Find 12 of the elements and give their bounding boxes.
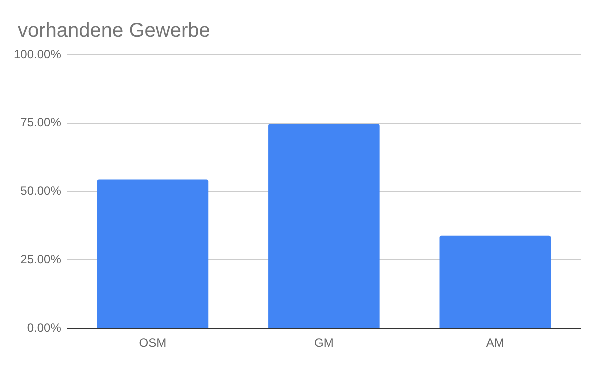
- y-tick-label: 100.00%: [14, 47, 62, 62]
- y-tick-label: 25.00%: [20, 252, 62, 267]
- y-tick-label: 50.00%: [20, 184, 62, 198]
- x-tick-label: GM: [314, 336, 334, 350]
- bar: [97, 180, 209, 328]
- y-tick-label: 0.00%: [27, 320, 62, 335]
- bar: [440, 236, 552, 328]
- x-tick-label: AM: [486, 336, 504, 350]
- y-tick-label: 75.00%: [20, 116, 62, 130]
- chart-title: vorhandene Gewerbe: [18, 20, 210, 43]
- x-tick-label: OSM: [139, 336, 167, 350]
- bar: [268, 124, 380, 328]
